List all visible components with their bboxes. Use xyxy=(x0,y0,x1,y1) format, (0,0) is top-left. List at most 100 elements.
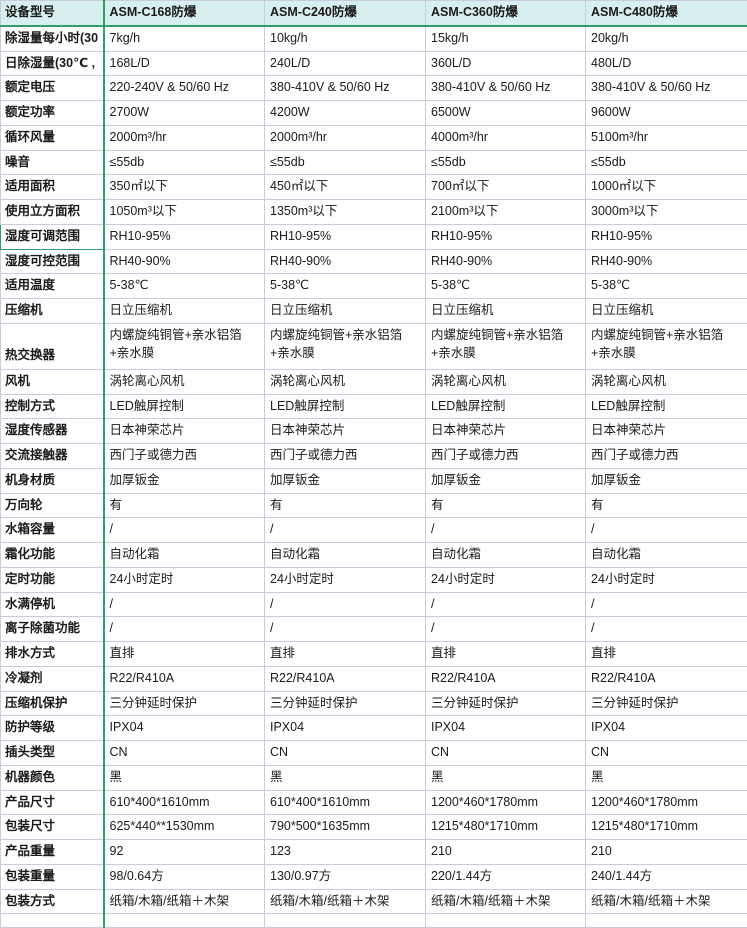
row-label: 控制方式 xyxy=(1,394,104,419)
row-value-col-3: 380-410V & 50/60 Hz xyxy=(426,76,586,101)
row-value-col-1: 纸箱/木箱/纸箱＋木架 xyxy=(104,889,265,914)
row-label: 湿度可控范围 xyxy=(1,249,104,274)
row-label: 额定电压 xyxy=(1,76,104,101)
row-value-col-3: 日本神荣芯片 xyxy=(426,419,586,444)
row-value-col-4: 24小时定时 xyxy=(586,567,747,592)
row-value-col-1: 220-240V & 50/60 Hz xyxy=(104,76,265,101)
row-value-col-1: 加厚钣金 xyxy=(104,468,265,493)
row-value-col-3: 日立压缩机 xyxy=(426,299,586,324)
row-value-col-3: 2100m³以下 xyxy=(426,200,586,225)
row-label: 交流接触器 xyxy=(1,444,104,469)
row-label: 离子除菌功能 xyxy=(1,617,104,642)
table-row: 压缩机日立压缩机日立压缩机日立压缩机日立压缩机 xyxy=(1,299,747,324)
row-value-col-1: 7kg/h xyxy=(104,26,265,51)
row-value-col-3: 自动化霜 xyxy=(426,543,586,568)
row-value-col-1: 有 xyxy=(104,493,265,518)
row-value-col-1: RH40-90% xyxy=(104,249,265,274)
table-header-row: 设备型号 ASM-C168防爆 ASM-C240防爆 ASM-C360防爆 AS… xyxy=(1,1,747,26)
row-value-col-1: 直排 xyxy=(104,642,265,667)
row-value-col-4: 9600W xyxy=(586,101,747,126)
row-value-col-1: 2000m³/hr xyxy=(104,125,265,150)
row-label xyxy=(1,914,104,928)
row-value-col-3: / xyxy=(426,592,586,617)
row-value-col-3: 4000m³/hr xyxy=(426,125,586,150)
row-value-col-1: 92 xyxy=(104,840,265,865)
row-value-col-2: 有 xyxy=(265,493,426,518)
row-value-col-3: 1215*480*1710mm xyxy=(426,815,586,840)
row-value-col-2: LED触屏控制 xyxy=(265,394,426,419)
row-value-col-1: 西门子或德力西 xyxy=(104,444,265,469)
row-label: 日除湿量(30℃ , xyxy=(1,51,104,76)
row-value-col-2: 4200W xyxy=(265,101,426,126)
row-value-col-2: 直排 xyxy=(265,642,426,667)
row-value-col-4: / xyxy=(586,592,747,617)
row-label: 防护等级 xyxy=(1,716,104,741)
row-value-col-2: 790*500*1635mm xyxy=(265,815,426,840)
row-label: 风机 xyxy=(1,369,104,394)
column-header-model-4: ASM-C480防爆 xyxy=(586,1,747,26)
row-label: 压缩机 xyxy=(1,299,104,324)
row-value-col-3: 700㎡以下 xyxy=(426,175,586,200)
column-header-model-3: ASM-C360防爆 xyxy=(426,1,586,26)
column-header-model-2: ASM-C240防爆 xyxy=(265,1,426,26)
row-label: 机器颜色 xyxy=(1,765,104,790)
row-label: 包装方式 xyxy=(1,889,104,914)
row-value-col-3: 220/1.44方 xyxy=(426,864,586,889)
row-value-col-3: / xyxy=(426,518,586,543)
row-value-col-4: 西门子或德力西 xyxy=(586,444,747,469)
row-value-col-4: 20kg/h xyxy=(586,26,747,51)
row-label: 包装尺寸 xyxy=(1,815,104,840)
row-label: 万向轮 xyxy=(1,493,104,518)
row-value-col-3: 210 xyxy=(426,840,586,865)
row-value-col-1: RH10-95% xyxy=(104,224,265,249)
row-value-col-4: RH40-90% xyxy=(586,249,747,274)
row-value-col-1: LED触屏控制 xyxy=(104,394,265,419)
row-value-col-4: 3000m³以下 xyxy=(586,200,747,225)
row-value-col-4: RH10-95% xyxy=(586,224,747,249)
row-label: 冷凝剂 xyxy=(1,666,104,691)
row-value-col-2: 130/0.97方 xyxy=(265,864,426,889)
row-value-col-4: 240/1.44方 xyxy=(586,864,747,889)
table-row: 水满停机//// xyxy=(1,592,747,617)
row-value-col-2: 1350m³以下 xyxy=(265,200,426,225)
row-value-col-2: / xyxy=(265,518,426,543)
row-value-col-3: ≤55db xyxy=(426,150,586,175)
row-value-col-2: 380-410V & 50/60 Hz xyxy=(265,76,426,101)
row-label: 湿度可调范围 xyxy=(1,224,104,249)
row-value-col-4: CN xyxy=(586,741,747,766)
table-row: 离子除菌功能//// xyxy=(1,617,747,642)
row-value-col-2: 内螺旋纯铜管+亲水铝箔+亲水膜 xyxy=(265,323,426,369)
row-value-col-1: 625*440**1530mm xyxy=(104,815,265,840)
row-value-col-2: / xyxy=(265,592,426,617)
row-value-col-2: RH40-90% xyxy=(265,249,426,274)
row-value-col-3: CN xyxy=(426,741,586,766)
row-value-col-1: 5-38℃ xyxy=(104,274,265,299)
row-value-col-4: 1200*460*1780mm xyxy=(586,790,747,815)
row-value-col-1: 98/0.64方 xyxy=(104,864,265,889)
row-value-col-4: LED触屏控制 xyxy=(586,394,747,419)
row-value-col-3: 加厚钣金 xyxy=(426,468,586,493)
row-value-col-2: IPX04 xyxy=(265,716,426,741)
row-value-col-1: R22/R410A xyxy=(104,666,265,691)
row-value-col-1: / xyxy=(104,617,265,642)
column-header-spec-name: 设备型号 xyxy=(1,1,104,26)
row-label: 产品尺寸 xyxy=(1,790,104,815)
row-label: 使用立方面积 xyxy=(1,200,104,225)
row-value-col-4: 加厚钣金 xyxy=(586,468,747,493)
row-label: 包装重量 xyxy=(1,864,104,889)
row-value-col-2: 2000m³/hr xyxy=(265,125,426,150)
row-value-col-4: 自动化霜 xyxy=(586,543,747,568)
table-row: 压缩机保护三分钟延时保护三分钟延时保护三分钟延时保护三分钟延时保护 xyxy=(1,691,747,716)
row-value-col-4: / xyxy=(586,617,747,642)
table-row: 机器颜色黑黑黑黑 xyxy=(1,765,747,790)
row-value-col-2: 450㎡以下 xyxy=(265,175,426,200)
row-label: 霜化功能 xyxy=(1,543,104,568)
row-label: 额定功率 xyxy=(1,101,104,126)
row-value-col-3: 5-38℃ xyxy=(426,274,586,299)
